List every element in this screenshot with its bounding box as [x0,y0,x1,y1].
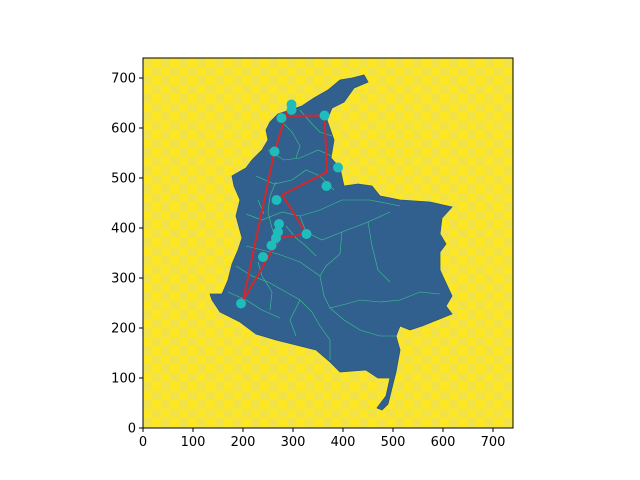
city-markers [236,99,343,309]
boundary-line [279,119,301,159]
city-marker [276,113,287,123]
plot-area [142,57,514,429]
boundary-line [257,199,265,215]
city-marker [236,298,246,309]
route-line [242,104,328,302]
y-axis: 0 100 200 300 400 500 600 700 [111,72,143,437]
city-marker [301,229,312,239]
boundary-line [255,169,335,191]
city-marker [271,233,281,243]
y-tick-label: 300 [111,272,136,287]
x-tick-label: 300 [281,435,306,450]
boundary-line [289,299,301,337]
boundary-line [245,199,401,221]
city-marker [286,105,297,115]
boundary-line [319,231,441,309]
city-marker [269,146,280,157]
y-tick-label: 600 [111,122,136,137]
boundary-line [257,261,273,311]
department-boundaries [227,109,441,360]
country-region [209,74,453,411]
x-tick-label: 500 [381,435,406,450]
x-tick-label: 200 [231,435,256,450]
y-tick-label: 700 [111,72,136,87]
city-marker [321,181,332,191]
boundary-line [227,291,281,319]
city-marker [274,219,284,229]
x-tick-label: 0 [139,435,147,450]
y-tick-label: 100 [111,372,136,387]
x-axis: 0 100 200 300 400 500 600 700 [139,428,506,450]
boundary-line [267,149,333,161]
boundary-line [245,245,321,277]
boundary-line [329,307,396,337]
y-tick-label: 400 [111,222,136,237]
city-marker [258,252,268,262]
plot-frame [142,57,514,429]
boundary-line [285,225,317,257]
y-tick-label: 0 [128,422,136,437]
city-marker [333,162,343,173]
y-tick-label: 500 [111,172,136,187]
x-tick-label: 100 [181,435,206,450]
x-tick-label: 400 [331,435,356,450]
city-marker [319,110,330,121]
city-marker [271,195,282,205]
x-tick-label: 700 [481,435,506,450]
x-tick-label: 600 [431,435,456,450]
y-tick-label: 200 [111,322,136,337]
boundary-line [367,221,391,283]
city-marker [266,240,277,251]
